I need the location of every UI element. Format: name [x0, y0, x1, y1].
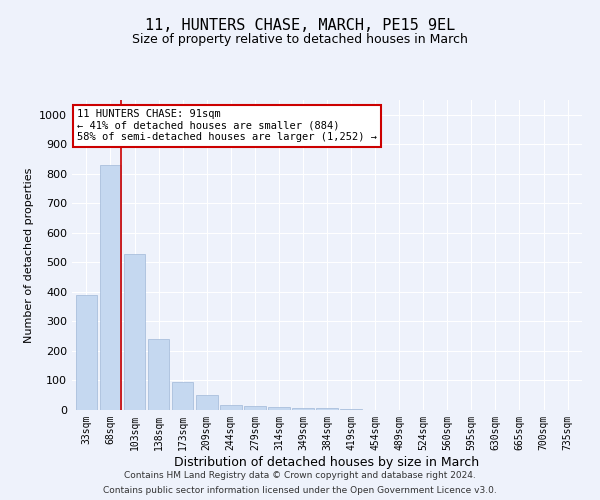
Bar: [340, 408, 362, 410]
Text: Contains HM Land Registry data © Crown copyright and database right 2024.: Contains HM Land Registry data © Crown c…: [124, 471, 476, 480]
Bar: [220, 404, 242, 410]
Bar: [196, 395, 218, 410]
Bar: [292, 408, 314, 410]
Text: Size of property relative to detached houses in March: Size of property relative to detached ho…: [132, 32, 468, 46]
Bar: [172, 382, 193, 410]
Bar: [100, 165, 121, 410]
X-axis label: Distribution of detached houses by size in March: Distribution of detached houses by size …: [175, 456, 479, 468]
Y-axis label: Number of detached properties: Number of detached properties: [23, 168, 34, 342]
Bar: [268, 407, 290, 410]
Bar: [148, 339, 169, 410]
Text: 11, HUNTERS CHASE, MARCH, PE15 9EL: 11, HUNTERS CHASE, MARCH, PE15 9EL: [145, 18, 455, 32]
Bar: [76, 295, 97, 410]
Bar: [316, 408, 338, 410]
Bar: [244, 406, 266, 410]
Bar: [124, 254, 145, 410]
Text: 11 HUNTERS CHASE: 91sqm
← 41% of detached houses are smaller (884)
58% of semi-d: 11 HUNTERS CHASE: 91sqm ← 41% of detache…: [77, 110, 377, 142]
Text: Contains public sector information licensed under the Open Government Licence v3: Contains public sector information licen…: [103, 486, 497, 495]
